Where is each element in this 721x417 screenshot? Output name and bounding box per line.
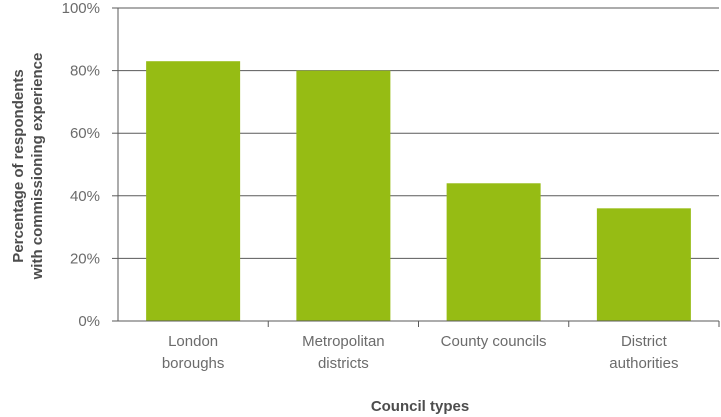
- x-axis-title: Council types: [371, 398, 469, 415]
- bars: [146, 61, 691, 322]
- x-tick-label: London boroughs: [162, 333, 225, 372]
- x-tick-label-line: London: [168, 333, 218, 350]
- y-tick-label: 80%: [70, 63, 100, 80]
- x-tick-label: Metropolitan districts: [302, 333, 385, 372]
- y-tick-label: 20%: [70, 250, 100, 267]
- x-tick-label: County councils: [441, 333, 547, 350]
- x-tick-label-line: authorities: [609, 355, 678, 372]
- x-tick-label-line: districts: [318, 355, 369, 372]
- y-tick-label: 60%: [70, 125, 100, 142]
- x-tick-label-line: Metropolitan: [302, 333, 385, 350]
- bar: [596, 208, 691, 321]
- bar: [446, 183, 541, 321]
- y-axis-title-line: with commissioning experience: [29, 53, 46, 281]
- y-axis-title: Percentage of respondents with commission…: [10, 53, 46, 281]
- y-tick-label: 40%: [70, 188, 100, 205]
- x-tick-label-line: boroughs: [162, 355, 225, 372]
- bar: [146, 61, 241, 322]
- y-tick-label: 0%: [78, 313, 100, 330]
- y-tick-label: 100%: [62, 0, 100, 17]
- axes: [112, 7, 720, 327]
- y-axis-title-line: Percentage of respondents: [10, 69, 27, 262]
- x-tick-label-line: County councils: [441, 333, 547, 350]
- y-tick-labels: 0% 20% 40% 60% 80% 100%: [62, 0, 100, 330]
- x-tick-label: District authorities: [609, 333, 678, 372]
- bar: [296, 70, 391, 321]
- x-tick-label-line: District: [621, 333, 668, 350]
- x-tick-labels: London boroughs Metropolitan districts Count…: [162, 333, 679, 372]
